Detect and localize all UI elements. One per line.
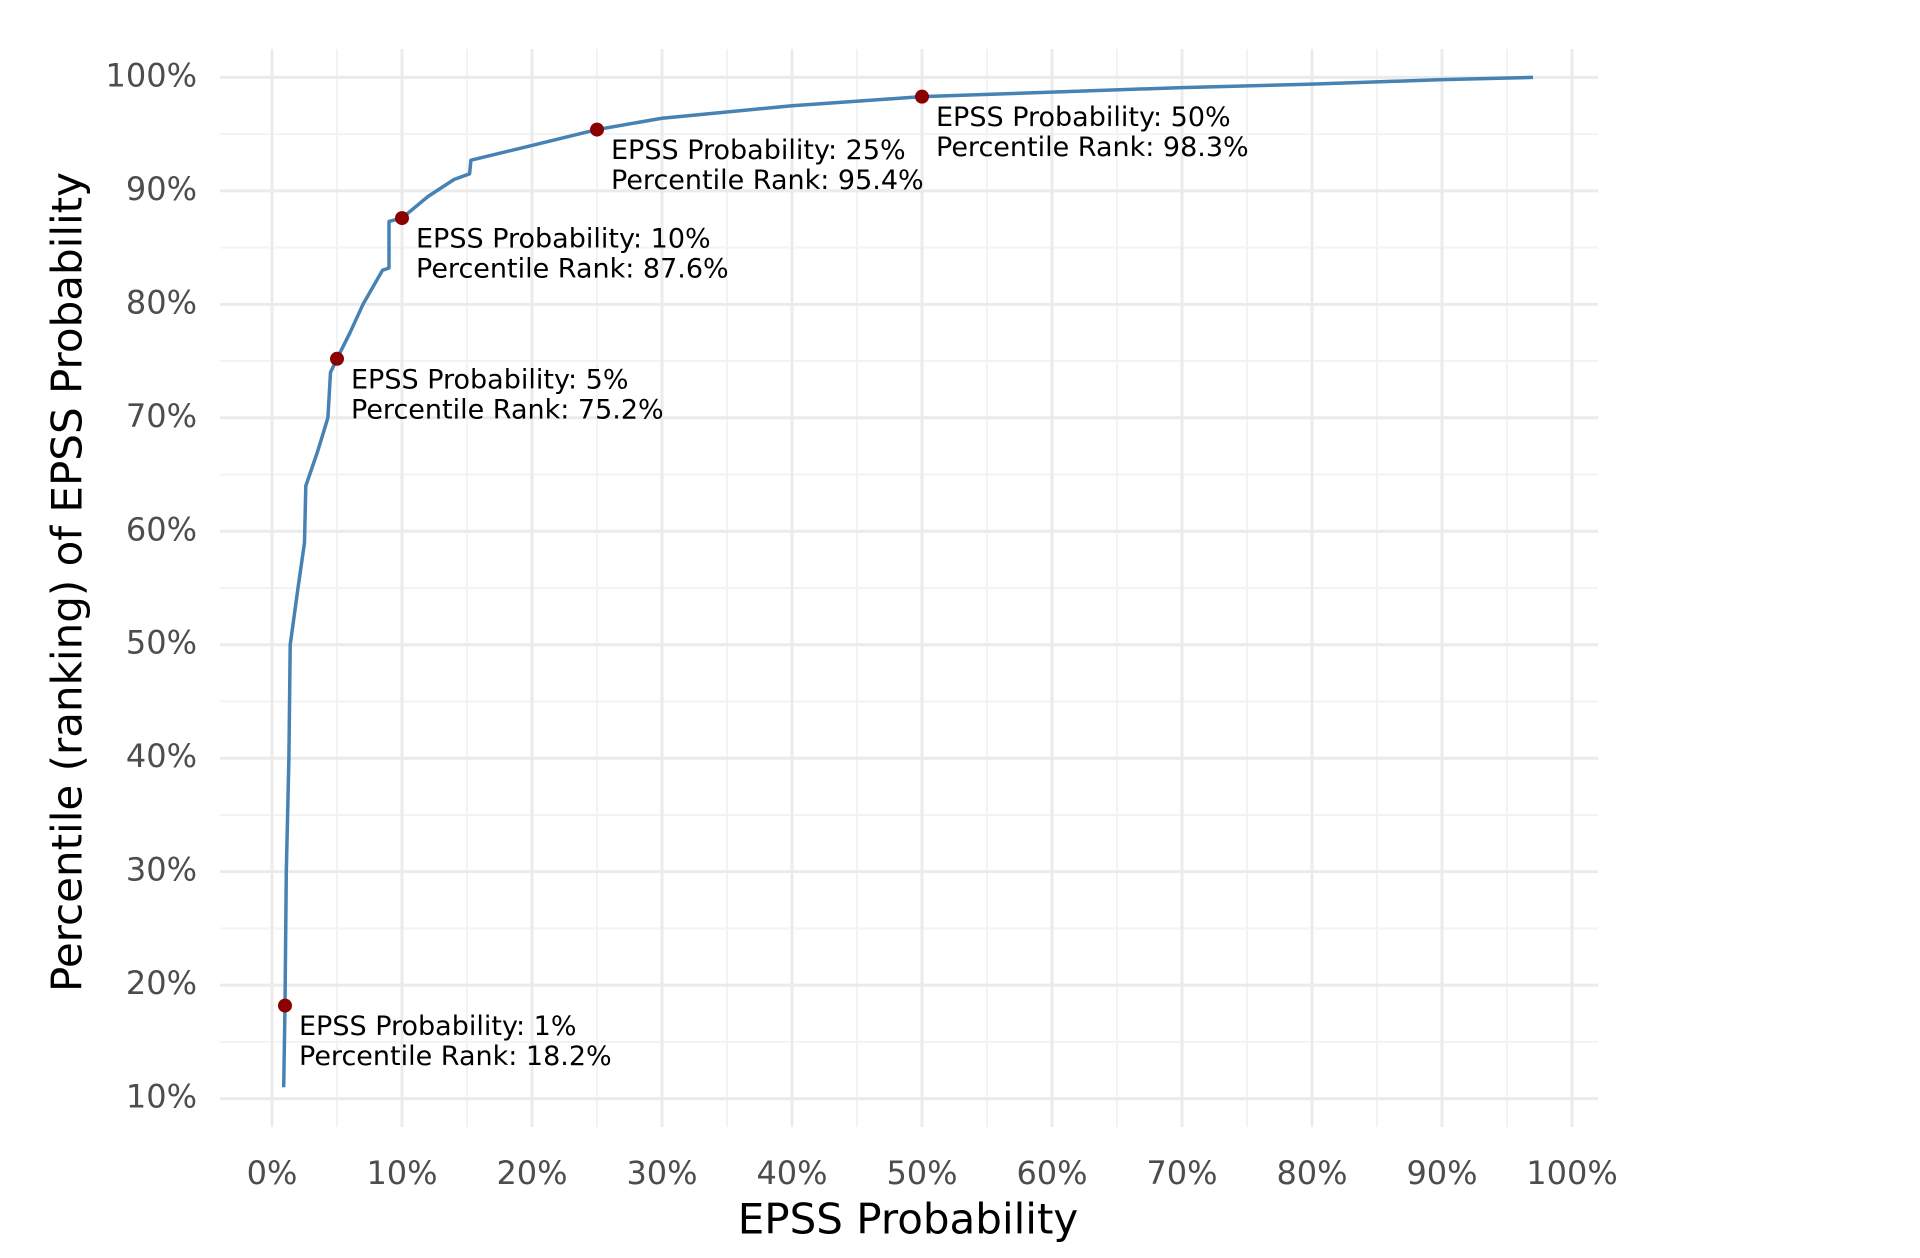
marker	[915, 89, 929, 104]
y-tick-label: 90%	[126, 170, 197, 208]
annotation-text: Percentile Rank: 75.2%	[351, 394, 664, 425]
y-tick-label: 80%	[126, 283, 197, 321]
y-tick-label: 60%	[126, 510, 197, 548]
y-tick-label: 70%	[126, 397, 197, 435]
y-axis-title: Percentile (ranking) of EPSS Probability	[43, 172, 92, 992]
x-tick-label: 20%	[496, 1154, 567, 1192]
y-tick-label: 30%	[126, 851, 197, 889]
x-tick-label: 0%	[247, 1154, 298, 1192]
annotation-text: Percentile Rank: 87.6%	[416, 254, 729, 285]
y-tick-label: 100%	[106, 56, 197, 94]
line	[281, 75, 1534, 1088]
annotation-text: EPSS Probability: 25%	[611, 135, 906, 166]
y-tick-label: 10%	[126, 1078, 197, 1116]
marker	[395, 211, 409, 226]
x-tick-label: 30%	[626, 1154, 697, 1192]
y-tick-label: 20%	[126, 964, 197, 1002]
x-tick-label: 70%	[1146, 1154, 1217, 1192]
x-tick-label: 40%	[756, 1154, 827, 1192]
annotation-text: Percentile Rank: 98.3%	[936, 132, 1249, 163]
y-tick-label: 50%	[126, 624, 197, 662]
annotation-text: EPSS Probability: 5%	[351, 364, 628, 395]
x-tick-label: 50%	[886, 1154, 957, 1192]
annotation-text: EPSS Probability: 1%	[299, 1011, 576, 1042]
marker	[330, 351, 344, 366]
x-tick-label: 100%	[1526, 1154, 1617, 1192]
marker	[278, 998, 292, 1013]
annotation-text: Percentile Rank: 95.4%	[611, 165, 924, 196]
x-axis-title: EPSS Probability	[738, 1195, 1079, 1244]
annotation-text: EPSS Probability: 50%	[936, 102, 1231, 133]
x-tick-label: 10%	[366, 1154, 437, 1192]
y-tick-label: 40%	[126, 737, 197, 775]
marker	[590, 122, 604, 137]
x-tick-label: 90%	[1406, 1154, 1477, 1192]
x-tick-label: 60%	[1016, 1154, 1087, 1192]
annotation-text: Percentile Rank: 18.2%	[299, 1041, 612, 1072]
annotation-text: EPSS Probability: 10%	[416, 224, 711, 255]
x-tick-label: 80%	[1276, 1154, 1347, 1192]
